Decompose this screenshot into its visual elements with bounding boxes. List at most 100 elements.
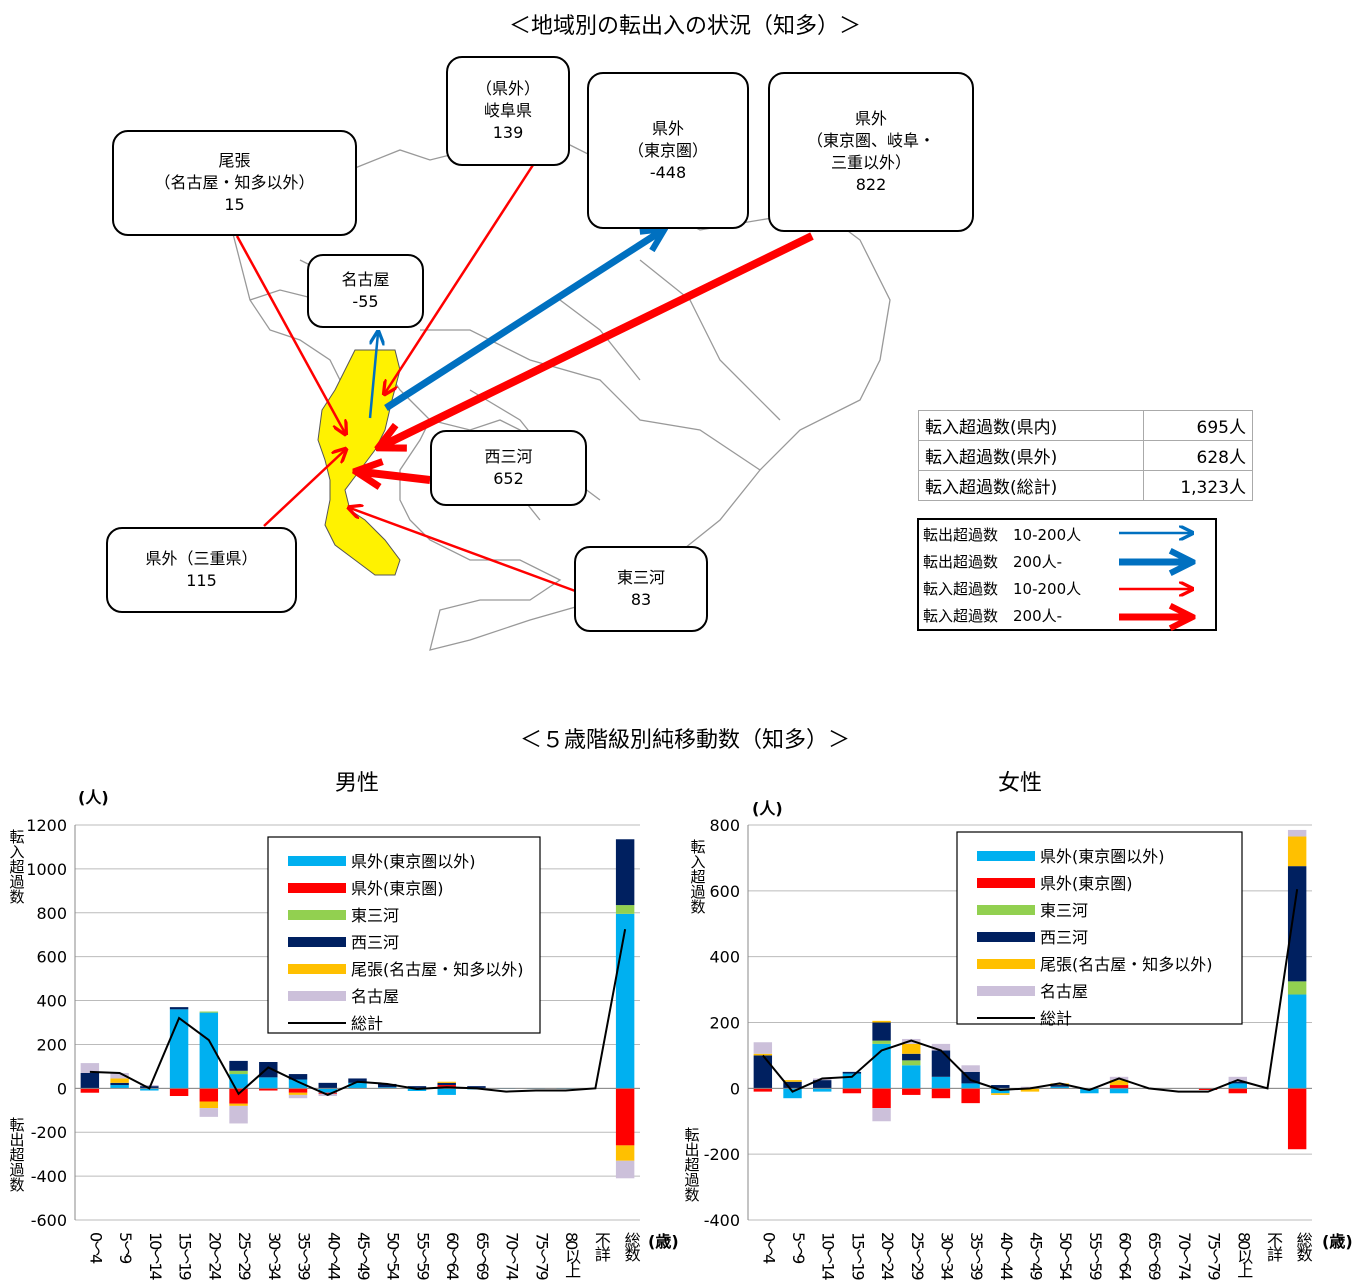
total-line bbox=[762, 889, 1299, 1093]
bar-segment bbox=[813, 1080, 832, 1089]
x-tick-label: 不詳 bbox=[1264, 1232, 1283, 1262]
x-tick-label: 65～69 bbox=[1145, 1232, 1164, 1281]
bar-segment bbox=[259, 1062, 278, 1078]
chart-title: 女性 bbox=[998, 771, 1042, 796]
x-tick-label: 70～74 bbox=[1175, 1232, 1194, 1281]
legend-swatch bbox=[977, 905, 1035, 915]
bar-segment bbox=[318, 1088, 337, 1093]
bar-segment bbox=[80, 1072, 100, 1089]
bar-segment bbox=[110, 1085, 129, 1089]
bar-segment bbox=[288, 1074, 308, 1080]
arrow-legend-label-4: 転入超過数 200人- bbox=[923, 607, 1063, 625]
y-tick-label: 400 bbox=[709, 948, 740, 967]
bar-segment bbox=[753, 1042, 773, 1054]
bar-segment bbox=[615, 905, 635, 914]
bar-segment bbox=[288, 1094, 308, 1099]
box-other-pref: 県外 （東京圏、岐阜・ 三重以外） 822 bbox=[768, 72, 974, 232]
bar-segment bbox=[288, 1092, 308, 1095]
legend-swatch bbox=[977, 959, 1035, 969]
bar-segment bbox=[991, 1085, 1010, 1089]
bar-segment bbox=[288, 1079, 308, 1089]
bar-segment bbox=[615, 1160, 635, 1179]
bar-segment bbox=[318, 1082, 337, 1089]
y-tick-label: 800 bbox=[36, 904, 67, 923]
table-row: 転入超過数(県内) 695人 bbox=[918, 410, 1253, 441]
bar-segment bbox=[229, 1103, 248, 1106]
bar-segment bbox=[259, 1077, 278, 1089]
legend-swatch bbox=[977, 986, 1035, 996]
x-tick-label: 10～14 bbox=[819, 1232, 838, 1281]
x-tick-label: 75～79 bbox=[532, 1232, 551, 1281]
x-tick-label: 5～9 bbox=[789, 1232, 808, 1264]
legend-label: 名古屋 bbox=[1040, 982, 1088, 1001]
bar-segment bbox=[437, 1081, 456, 1083]
legend-swatch bbox=[288, 883, 346, 893]
bar-segment bbox=[80, 1088, 100, 1093]
x-tick-label: 30～34 bbox=[937, 1232, 956, 1281]
summary-table: 転入超過数(県内) 695人 転入超過数(県外) 628人 転入超過数(総計) 1,3… bbox=[918, 410, 1253, 501]
male-outflow-axis-label: 転出超過数 bbox=[9, 1116, 25, 1194]
bar-segment bbox=[199, 1012, 219, 1089]
bar-segment bbox=[615, 1088, 635, 1146]
y-tick-label: 600 bbox=[36, 948, 67, 967]
x-tick-label: 45～49 bbox=[1027, 1232, 1046, 1281]
region-map bbox=[231, 139, 891, 651]
table-row: 転入超過数(総計) 1,323人 bbox=[918, 470, 1253, 501]
bar-segment bbox=[813, 1088, 832, 1092]
x-tick-label: 55～59 bbox=[1086, 1232, 1105, 1281]
flow-arrows bbox=[235, 164, 814, 594]
legend-label: 尾張(名古屋・知多以外) bbox=[351, 960, 524, 979]
bar-segment bbox=[961, 1065, 980, 1072]
bar-segment bbox=[931, 1088, 951, 1099]
bar-segment bbox=[169, 1007, 189, 1010]
x-tick-label: 65～69 bbox=[473, 1232, 492, 1281]
bar-segment bbox=[1198, 1088, 1218, 1090]
bar-segment bbox=[931, 1076, 951, 1089]
bar-segment bbox=[1228, 1081, 1247, 1084]
unit-y-male: (人) bbox=[78, 788, 109, 807]
bar-segment bbox=[199, 1088, 219, 1102]
x-tick-label: 80以上 bbox=[562, 1232, 581, 1277]
bar-segment bbox=[348, 1082, 367, 1089]
box-higashimikawa: 東三河 83 bbox=[574, 546, 708, 632]
x-tick-label: 70～74 bbox=[503, 1232, 522, 1281]
x-tick-label: 25～29 bbox=[235, 1232, 254, 1281]
legend-label: 県外(東京圏) bbox=[1040, 874, 1133, 893]
x-tick-label: 15～19 bbox=[848, 1232, 867, 1281]
y-tick-label: 600 bbox=[709, 882, 740, 901]
legend-swatch bbox=[288, 856, 346, 866]
bar-segment bbox=[783, 1080, 802, 1082]
bar-segment bbox=[931, 1050, 951, 1077]
bar-segment bbox=[467, 1086, 486, 1089]
y-tick-label: 400 bbox=[36, 992, 67, 1011]
bar-segment bbox=[1109, 1085, 1129, 1089]
bar-segment bbox=[229, 1088, 248, 1104]
y-tick-label: -400 bbox=[704, 1211, 740, 1230]
x-tick-label: 40～44 bbox=[997, 1232, 1016, 1281]
x-tick-label: 55～59 bbox=[413, 1232, 432, 1281]
unit-y-female: (人) bbox=[752, 799, 783, 818]
bar-segment bbox=[902, 1043, 921, 1054]
bar-segment bbox=[318, 1092, 337, 1094]
bar-segment bbox=[199, 1011, 219, 1013]
y-tick-label: -600 bbox=[31, 1211, 67, 1230]
bar-segment bbox=[872, 1022, 891, 1041]
bar-segment bbox=[378, 1083, 397, 1088]
bar-segment bbox=[1287, 981, 1307, 995]
bar-segment bbox=[378, 1087, 397, 1089]
x-tick-label: 0～4 bbox=[86, 1232, 105, 1264]
y-tick-label: 1000 bbox=[26, 860, 67, 879]
table-row: 転入超過数(県外) 628人 bbox=[918, 440, 1253, 471]
bar-segment bbox=[991, 1093, 1010, 1095]
bar-segment bbox=[407, 1086, 427, 1089]
bar-segment bbox=[1228, 1083, 1247, 1089]
y-tick-label: -200 bbox=[31, 1123, 67, 1142]
chart-title: 男性 bbox=[335, 771, 379, 796]
bar-segment bbox=[437, 1082, 456, 1086]
bar-segment bbox=[1287, 866, 1307, 982]
bar-segment bbox=[902, 1053, 921, 1061]
bar-segment bbox=[961, 1071, 980, 1084]
bar-segment bbox=[259, 1088, 278, 1091]
